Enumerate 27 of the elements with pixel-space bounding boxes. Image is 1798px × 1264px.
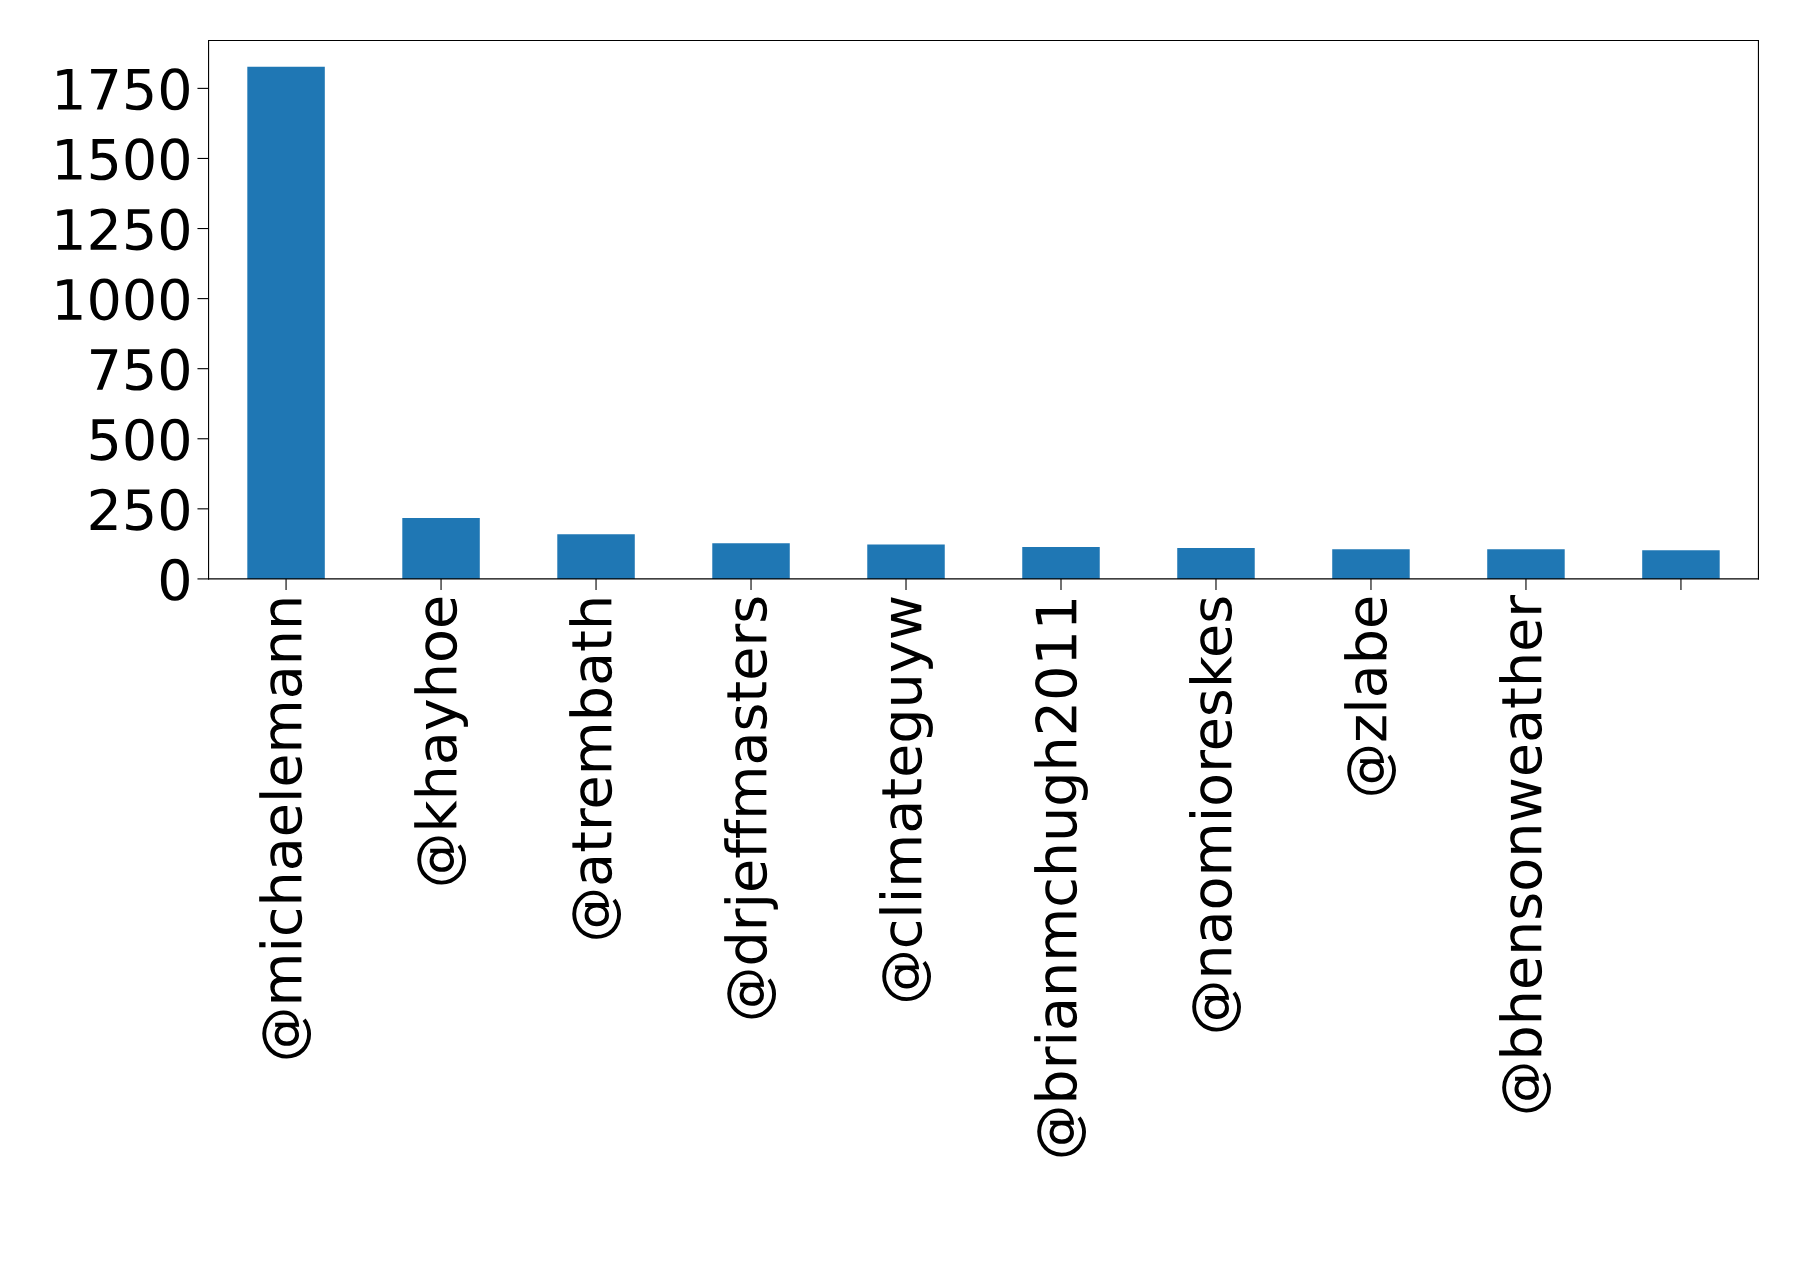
bar (557, 534, 635, 579)
x-tick-label: @climateguyw (879, 597, 933, 1002)
x-tick-label: @bhensonweather (1499, 594, 1551, 1113)
bar (1487, 549, 1565, 579)
x-tick-label: @zlabe (1344, 597, 1396, 795)
x-tick-label: @michaelemann (259, 599, 312, 1059)
x-tick-label: @khayhoe (414, 597, 468, 885)
x-tick-label: @atrembath (569, 599, 622, 939)
x-tick-label: @naomioreskes (1189, 597, 1241, 1032)
bar (1332, 549, 1410, 579)
bar (247, 66, 325, 579)
bar (712, 543, 790, 579)
y-tick-label: 500 (90, 418, 189, 461)
x-tick-label: @brianmchugh2011 (1034, 600, 1088, 1157)
y-tick-label: 1500 (57, 138, 189, 181)
x-tick-label: @drjeffmasters (724, 597, 778, 1019)
bar (1642, 550, 1720, 579)
bar (1177, 548, 1255, 579)
y-tick-label: 0 (160, 558, 189, 601)
y-tick-label: 750 (91, 348, 189, 391)
y-tick-label: 250 (90, 488, 189, 531)
bar (1022, 546, 1100, 579)
bar (867, 544, 945, 579)
y-tick-label: 1250 (57, 208, 189, 251)
bar (402, 518, 480, 579)
y-tick-label: 1000 (57, 278, 189, 321)
y-tick-label: 1750 (57, 68, 189, 111)
